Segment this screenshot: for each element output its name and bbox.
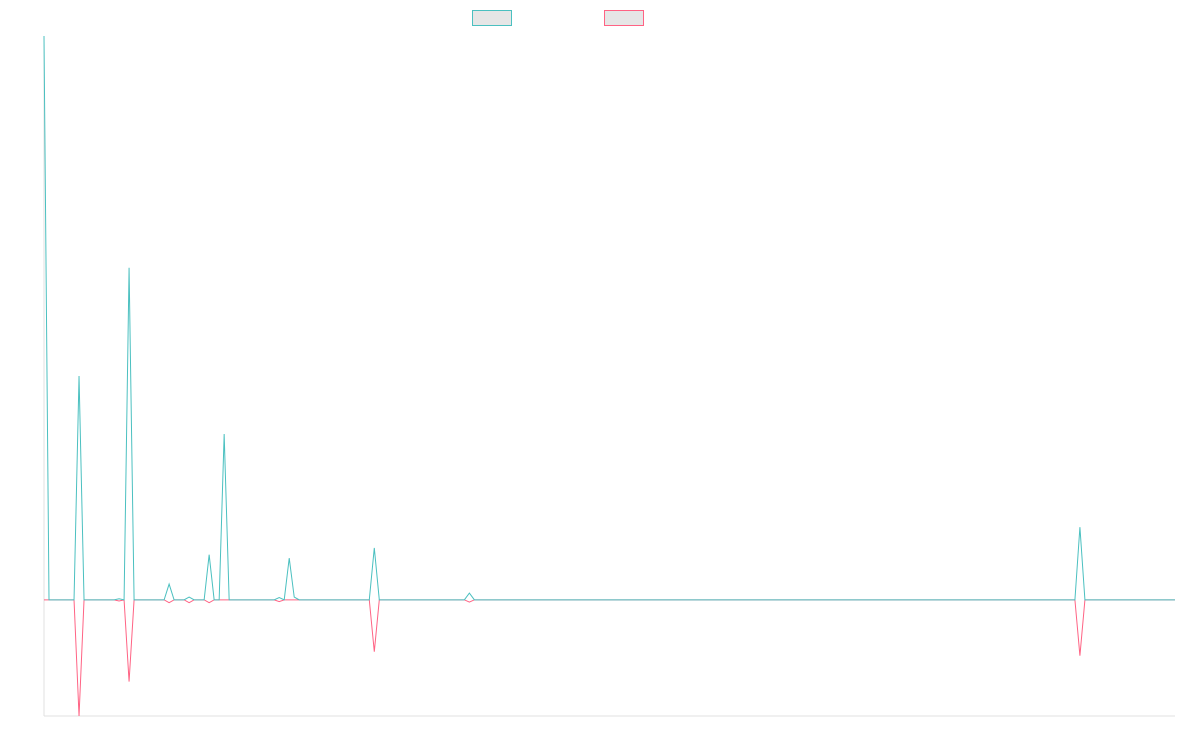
legend-swatch[interactable] [472,10,512,26]
data-line [44,599,1175,717]
data-line [43,35,1175,601]
legend-swatch[interactable] [604,10,644,26]
